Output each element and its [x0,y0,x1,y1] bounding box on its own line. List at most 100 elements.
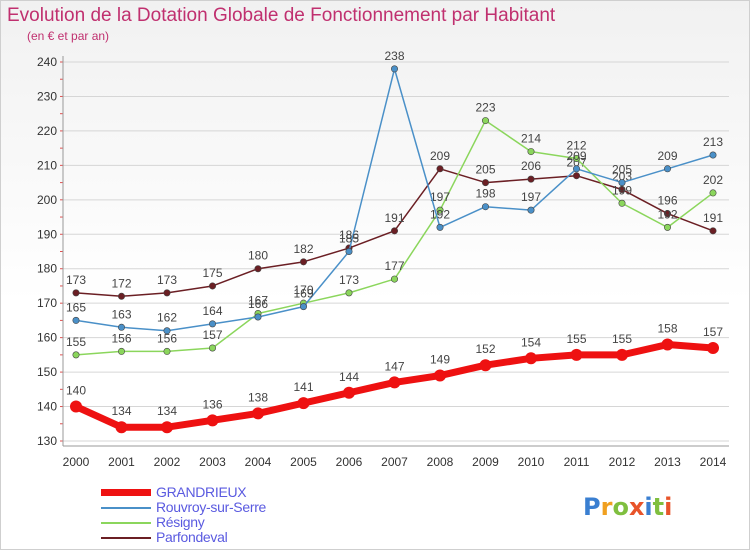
data-label: 182 [293,242,313,256]
data-point [436,206,444,214]
logo-letter: x [628,493,645,521]
data-label: 152 [475,342,495,356]
data-label: 154 [521,335,541,349]
logo-letter: i [644,493,653,521]
data-label: 155 [66,335,86,349]
data-label: 157 [703,325,723,339]
data-point [252,407,264,420]
data-label: 163 [111,307,131,321]
x-tick-label: 2008 [427,455,454,469]
data-point [206,414,219,427]
data-point [390,65,398,73]
proxiti-logo: Proxiti [583,493,672,521]
data-point [297,397,310,410]
data-label: 164 [202,304,222,318]
data-label: 140 [66,384,86,398]
data-label: 206 [521,159,541,173]
logo-letter: i [664,493,673,521]
data-point [436,223,444,231]
legend-swatch [101,489,151,496]
data-point [572,154,580,162]
x-tick-label: 2001 [108,455,135,469]
data-point [70,400,82,413]
data-point [618,199,626,207]
data-point [572,172,580,180]
legend-label: Rouvroy-sur-Serre [156,499,267,515]
data-point [345,248,353,256]
y-tick-label: 130 [37,434,57,448]
data-label: 155 [612,332,632,346]
data-label: 198 [475,187,495,201]
data-label: 144 [339,370,359,384]
x-tick-label: 2003 [199,455,226,469]
logo-letter: t [652,493,665,521]
data-label: 185 [339,232,359,246]
x-tick-label: 2002 [154,455,181,469]
data-point [72,351,80,359]
data-label: 157 [202,328,222,342]
data-label: 191 [703,211,723,225]
data-point [118,323,126,331]
data-point [345,289,353,297]
data-label: 149 [430,353,450,367]
data-label: 173 [157,273,177,287]
data-label: 199 [612,183,632,197]
data-label: 209 [430,149,450,163]
data-label: 223 [475,101,495,115]
data-point [299,258,307,266]
data-label: 212 [566,138,586,152]
y-tick-label: 150 [37,365,57,379]
data-label: 165 [66,300,86,314]
x-tick-label: 2006 [336,455,363,469]
data-point [118,292,126,300]
legend-label: GRANDRIEUX [156,484,247,500]
x-tick-label: 2012 [609,455,636,469]
data-label: 156 [157,331,177,345]
x-tick-label: 2004 [245,455,272,469]
data-label: 191 [384,211,404,225]
data-label: 173 [66,273,86,287]
data-point [209,344,217,352]
data-point [481,203,489,211]
data-point [527,206,535,214]
data-point [481,117,489,125]
data-point [481,179,489,187]
data-label: 166 [248,297,268,311]
data-point [343,386,355,399]
data-point [663,223,671,231]
data-label: 170 [293,283,313,297]
data-point [163,347,171,355]
data-point [209,282,217,290]
data-label: 196 [657,194,677,208]
data-point [479,359,492,372]
data-point [572,165,580,173]
data-point [527,175,535,183]
x-tick-label: 2013 [654,455,681,469]
data-label: 138 [248,390,268,404]
y-tick-label: 180 [37,262,57,276]
data-label: 209 [566,149,586,163]
data-label: 202 [703,173,723,187]
data-point [663,165,671,173]
data-label: 207 [566,156,586,170]
data-point [709,189,717,197]
chart-title: Evolution de la Dotation Globale de Fonc… [7,5,556,26]
data-point [527,148,535,156]
data-label: 136 [202,397,222,411]
x-tick-label: 2010 [518,455,545,469]
x-tick-label: 2000 [63,455,90,469]
y-tick-label: 190 [37,227,57,241]
data-label: 134 [157,404,177,418]
data-point [525,352,537,365]
x-tick-label: 2007 [381,455,408,469]
line-chart: 130 140 150 160 170 180 190 200 210 220 230 240 2000… [37,49,729,469]
y-tick-label: 210 [37,158,57,172]
y-tick-label: 240 [37,55,57,69]
data-point [161,421,173,434]
y-tick-label: 170 [37,296,57,310]
legend-swatch [101,537,151,539]
legend-label: Parfondeval [156,529,228,545]
legend-swatch [101,522,151,524]
data-point [434,369,446,382]
